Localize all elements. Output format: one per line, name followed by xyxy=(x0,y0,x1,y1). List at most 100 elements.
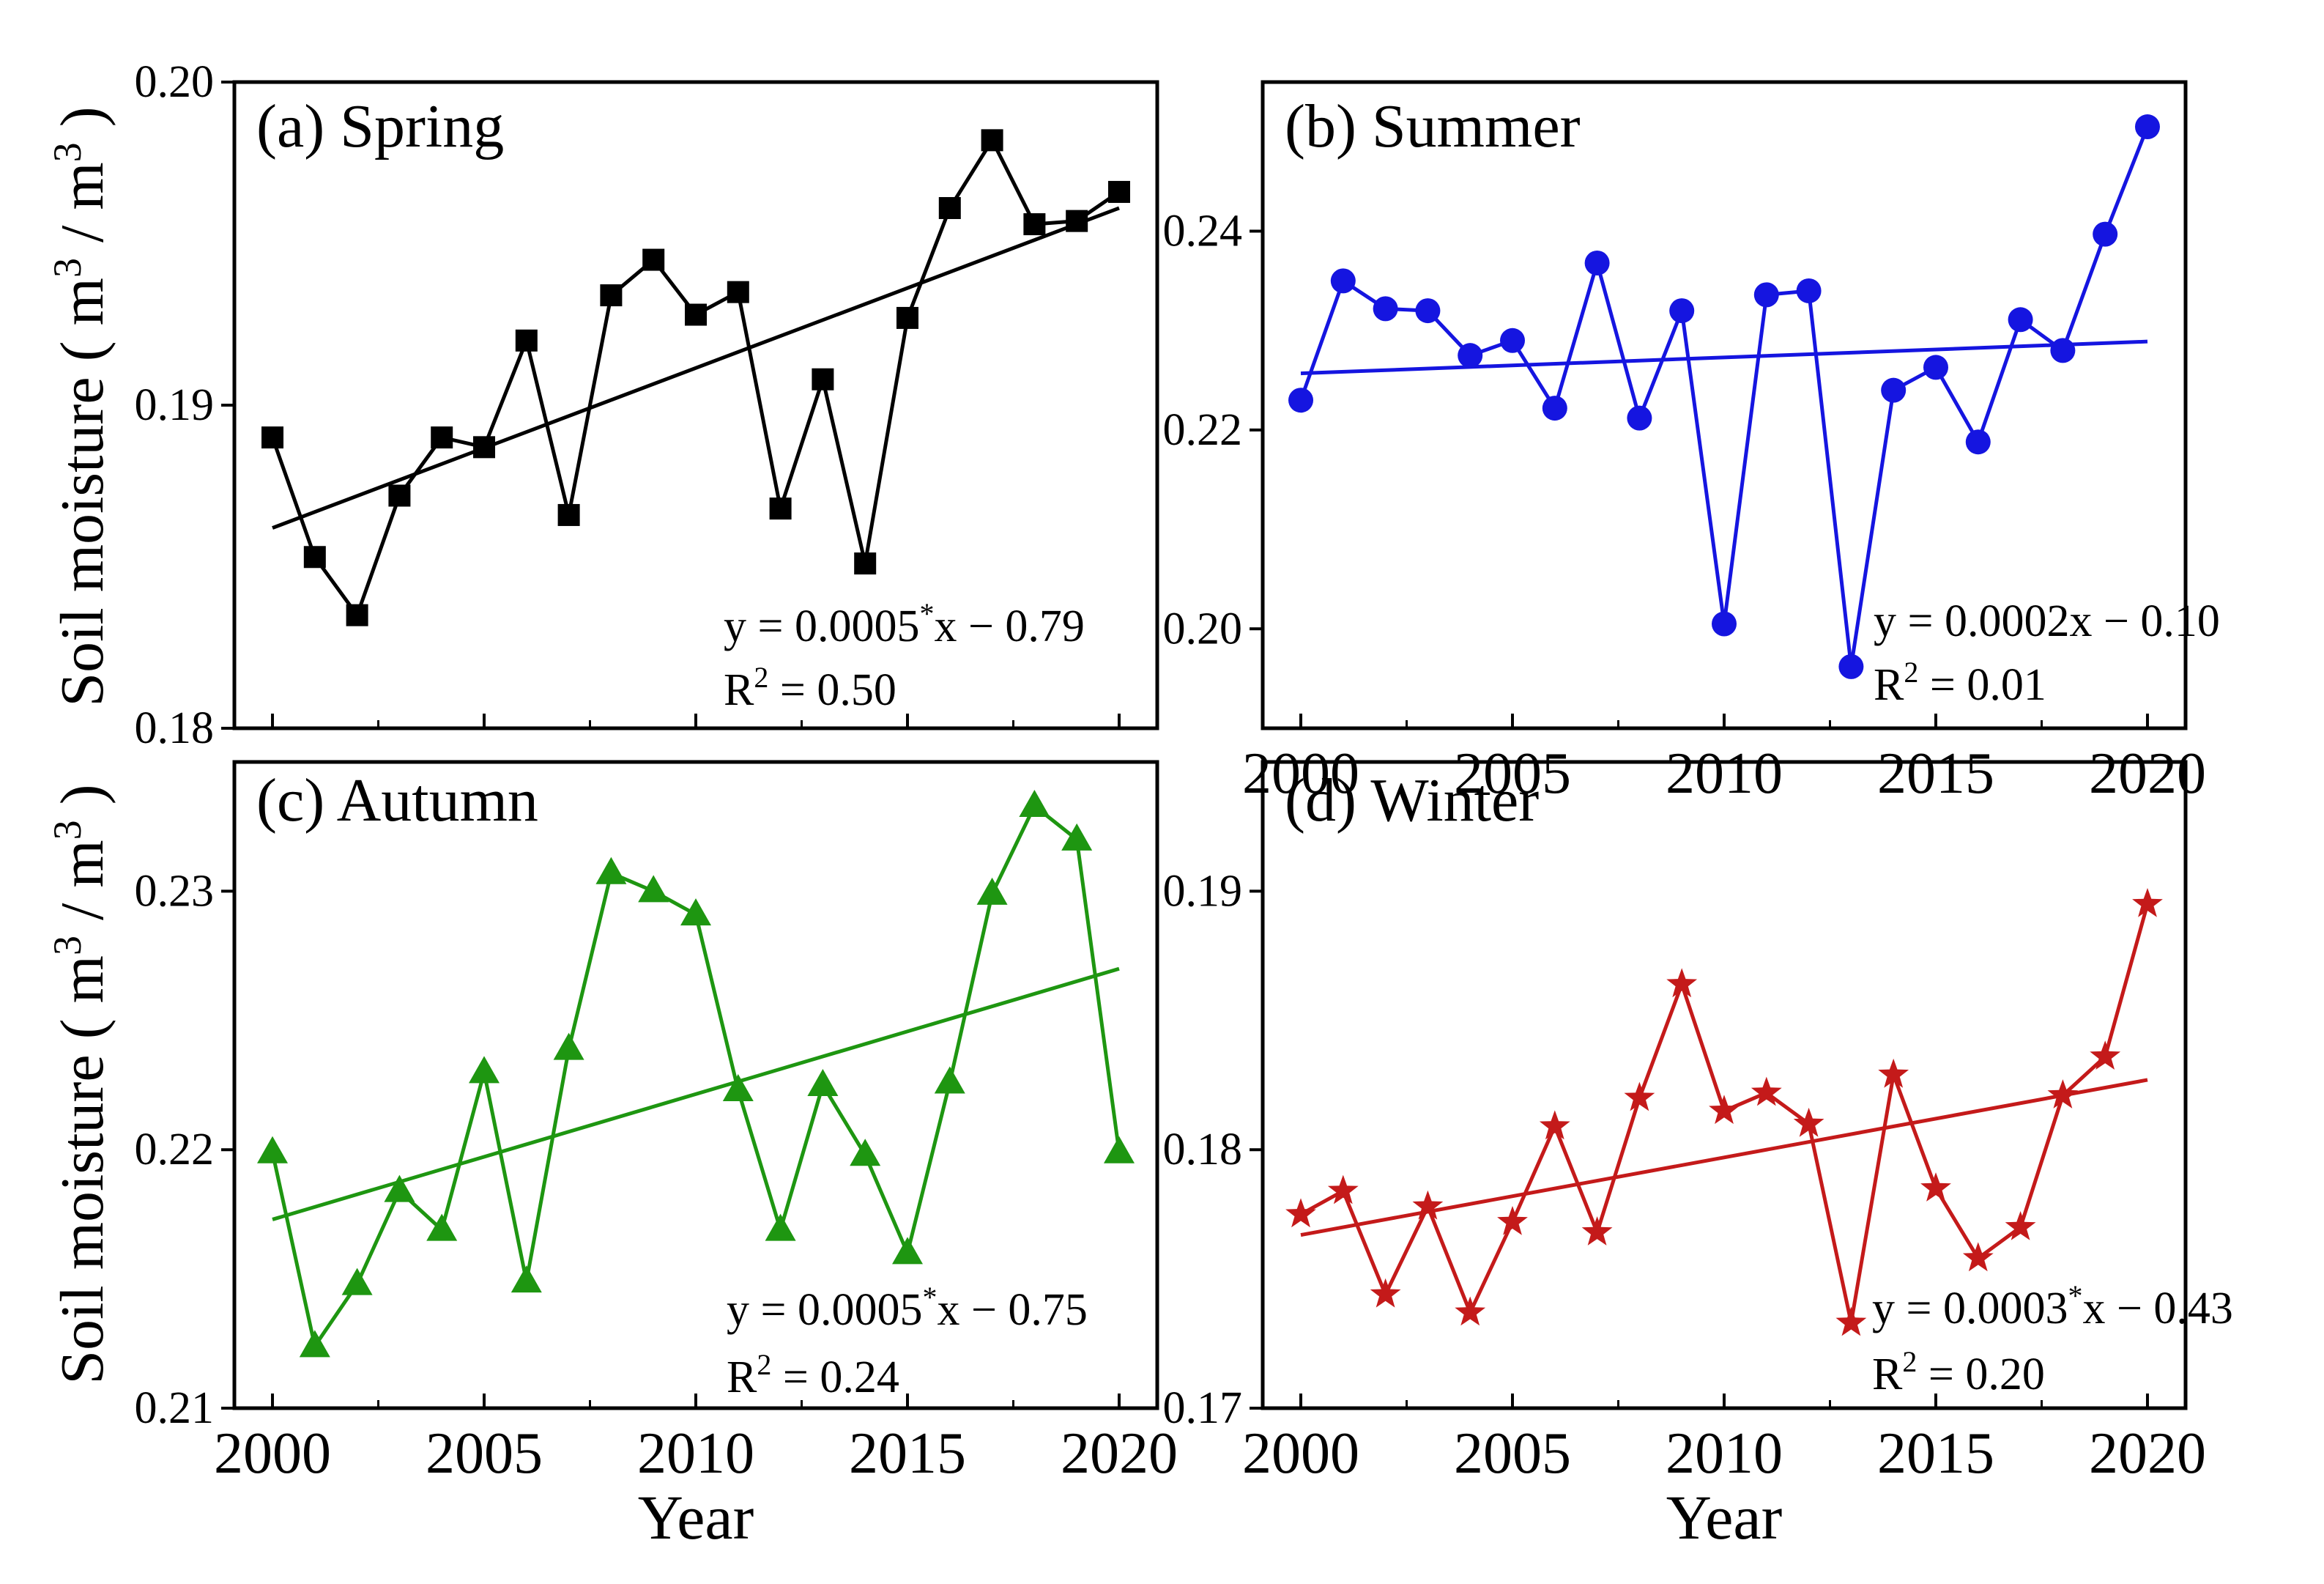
r-squared: R2 = 0.20 xyxy=(1872,1345,2045,1399)
data-point xyxy=(1370,1278,1401,1308)
data-point xyxy=(2090,1040,2121,1070)
data-point xyxy=(1920,1172,1951,1202)
data-point xyxy=(1103,1136,1135,1163)
x-tick-label: 2005 xyxy=(1454,741,1571,806)
data-point xyxy=(1796,278,1822,303)
data-point xyxy=(1019,789,1050,817)
equation-tail: x − 0.79 xyxy=(934,602,1084,651)
data-point xyxy=(934,1066,965,1094)
y-tick-label: 0.22 xyxy=(135,1125,215,1174)
x-tick-label: 2000 xyxy=(214,1421,331,1486)
x-tick-label: 2005 xyxy=(1454,1421,1571,1486)
trend-line xyxy=(272,966,1120,1221)
data-point xyxy=(1584,250,1610,275)
data-point xyxy=(1539,1110,1570,1140)
data-point xyxy=(638,875,669,903)
data-point xyxy=(1066,210,1088,232)
x-tick-label: 2020 xyxy=(1061,1421,1178,1486)
y-tick-label: 0.18 xyxy=(135,703,215,753)
y-tick-label: 0.23 xyxy=(135,866,215,916)
data-point xyxy=(515,329,538,352)
y-tick-label: 0.20 xyxy=(135,57,215,107)
equation-tail: x − 0.43 xyxy=(2082,1284,2232,1333)
data-point xyxy=(2047,1079,2079,1109)
r2-symbol: R xyxy=(727,1352,757,1402)
r-squared: R2 = 0.01 xyxy=(1874,656,2046,710)
data-point xyxy=(769,497,792,520)
data-point xyxy=(976,877,1008,905)
r2-superscript: 2 xyxy=(1902,1345,1917,1378)
data-point xyxy=(1624,1081,1655,1111)
ylabel-middle: / m xyxy=(48,840,116,936)
data-point xyxy=(896,306,918,329)
r2-symbol: R xyxy=(724,665,754,715)
x-tick-label: 2010 xyxy=(1666,741,1783,806)
data-point xyxy=(1373,296,1398,322)
ylabel-suffix: ) xyxy=(48,784,116,820)
x-tick-label: 2010 xyxy=(1666,1421,1783,1486)
y-tick-label: 0.20 xyxy=(1163,604,1243,654)
data-point xyxy=(1793,1107,1824,1137)
equation-main: y = 0.0005 xyxy=(727,1285,922,1335)
panel-winter: (d) Winter y = 0.0003*x − 0.43 R2 = 0.20… xyxy=(1163,760,2233,1486)
data-point xyxy=(1497,1206,1528,1235)
data-point xyxy=(727,281,749,303)
ylabel-sup-1: 3 xyxy=(45,936,89,955)
data-point xyxy=(1023,213,1046,236)
r2-superscript: 2 xyxy=(757,1348,771,1381)
trend-line xyxy=(272,206,1120,530)
x-tick-label: 2015 xyxy=(1877,741,1994,806)
ylabel-suffix: ) xyxy=(48,106,116,142)
r2-value: = 0.24 xyxy=(771,1352,899,1402)
r2-superscript: 2 xyxy=(754,661,768,694)
data-point xyxy=(1107,180,1130,203)
data-point xyxy=(1627,405,1652,431)
data-point xyxy=(1923,355,1948,380)
equation-asterisk: * xyxy=(922,1281,937,1314)
y-tick-label: 0.19 xyxy=(135,380,215,430)
data-point xyxy=(299,1330,330,1358)
data-point xyxy=(1838,654,1864,679)
ylabel-prefix: Soil moisture ( m xyxy=(48,278,116,707)
equation-main: y = 0.0003 xyxy=(1872,1284,2068,1333)
data-point xyxy=(680,898,711,926)
data-point xyxy=(938,196,961,219)
data-point xyxy=(1415,298,1441,324)
data-point xyxy=(2050,338,2076,363)
data-point xyxy=(431,426,453,449)
data-point xyxy=(891,1237,923,1265)
panel-summer: (b) Summer y = 0.0002x − 0.10 R2 = 0.01 … xyxy=(1163,80,2220,806)
data-point xyxy=(1542,396,1567,421)
r2-value: = 0.50 xyxy=(768,665,896,715)
regression-equation: y = 0.0005*x − 0.79 xyxy=(724,597,1085,651)
data-point xyxy=(1412,1190,1444,1220)
data-point xyxy=(388,484,411,507)
ylabel-middle: / m xyxy=(48,162,116,258)
data-point xyxy=(1878,1058,1909,1088)
y-axis-title-top: Soil moisture ( m3 / m3 ) xyxy=(45,106,116,706)
x-tick-label: 2000 xyxy=(1242,1421,1359,1486)
r2-symbol: R xyxy=(1872,1350,1903,1399)
data-point xyxy=(850,1139,881,1166)
data-point xyxy=(1669,298,1695,324)
equation-main: y = 0.0002x − 0.10 xyxy=(1874,596,2220,646)
x-axis-title-left: Year xyxy=(638,1482,754,1552)
y-tick-label: 0.24 xyxy=(1163,207,1243,256)
x-tick-label: 2020 xyxy=(2089,741,2206,806)
equation-asterisk: * xyxy=(2068,1279,2082,1312)
data-point xyxy=(1753,282,1779,308)
ylabel-sup-1: 3 xyxy=(45,258,89,278)
x-tick-label: 2020 xyxy=(2089,1421,2206,1486)
data-point xyxy=(257,1136,289,1163)
data-point xyxy=(1458,343,1483,369)
y-tick-label: 0.17 xyxy=(1163,1383,1243,1433)
data-point xyxy=(807,1069,839,1096)
data-point xyxy=(981,129,1003,152)
data-point xyxy=(2134,114,2160,140)
trend-line xyxy=(1300,339,2148,376)
panel-title: (c) Autumn xyxy=(256,766,538,834)
regression-equation: y = 0.0005*x − 0.75 xyxy=(727,1281,1088,1335)
panel-title: (a) Spring xyxy=(256,92,504,160)
regression-equation: y = 0.0003*x − 0.43 xyxy=(1872,1279,2233,1333)
